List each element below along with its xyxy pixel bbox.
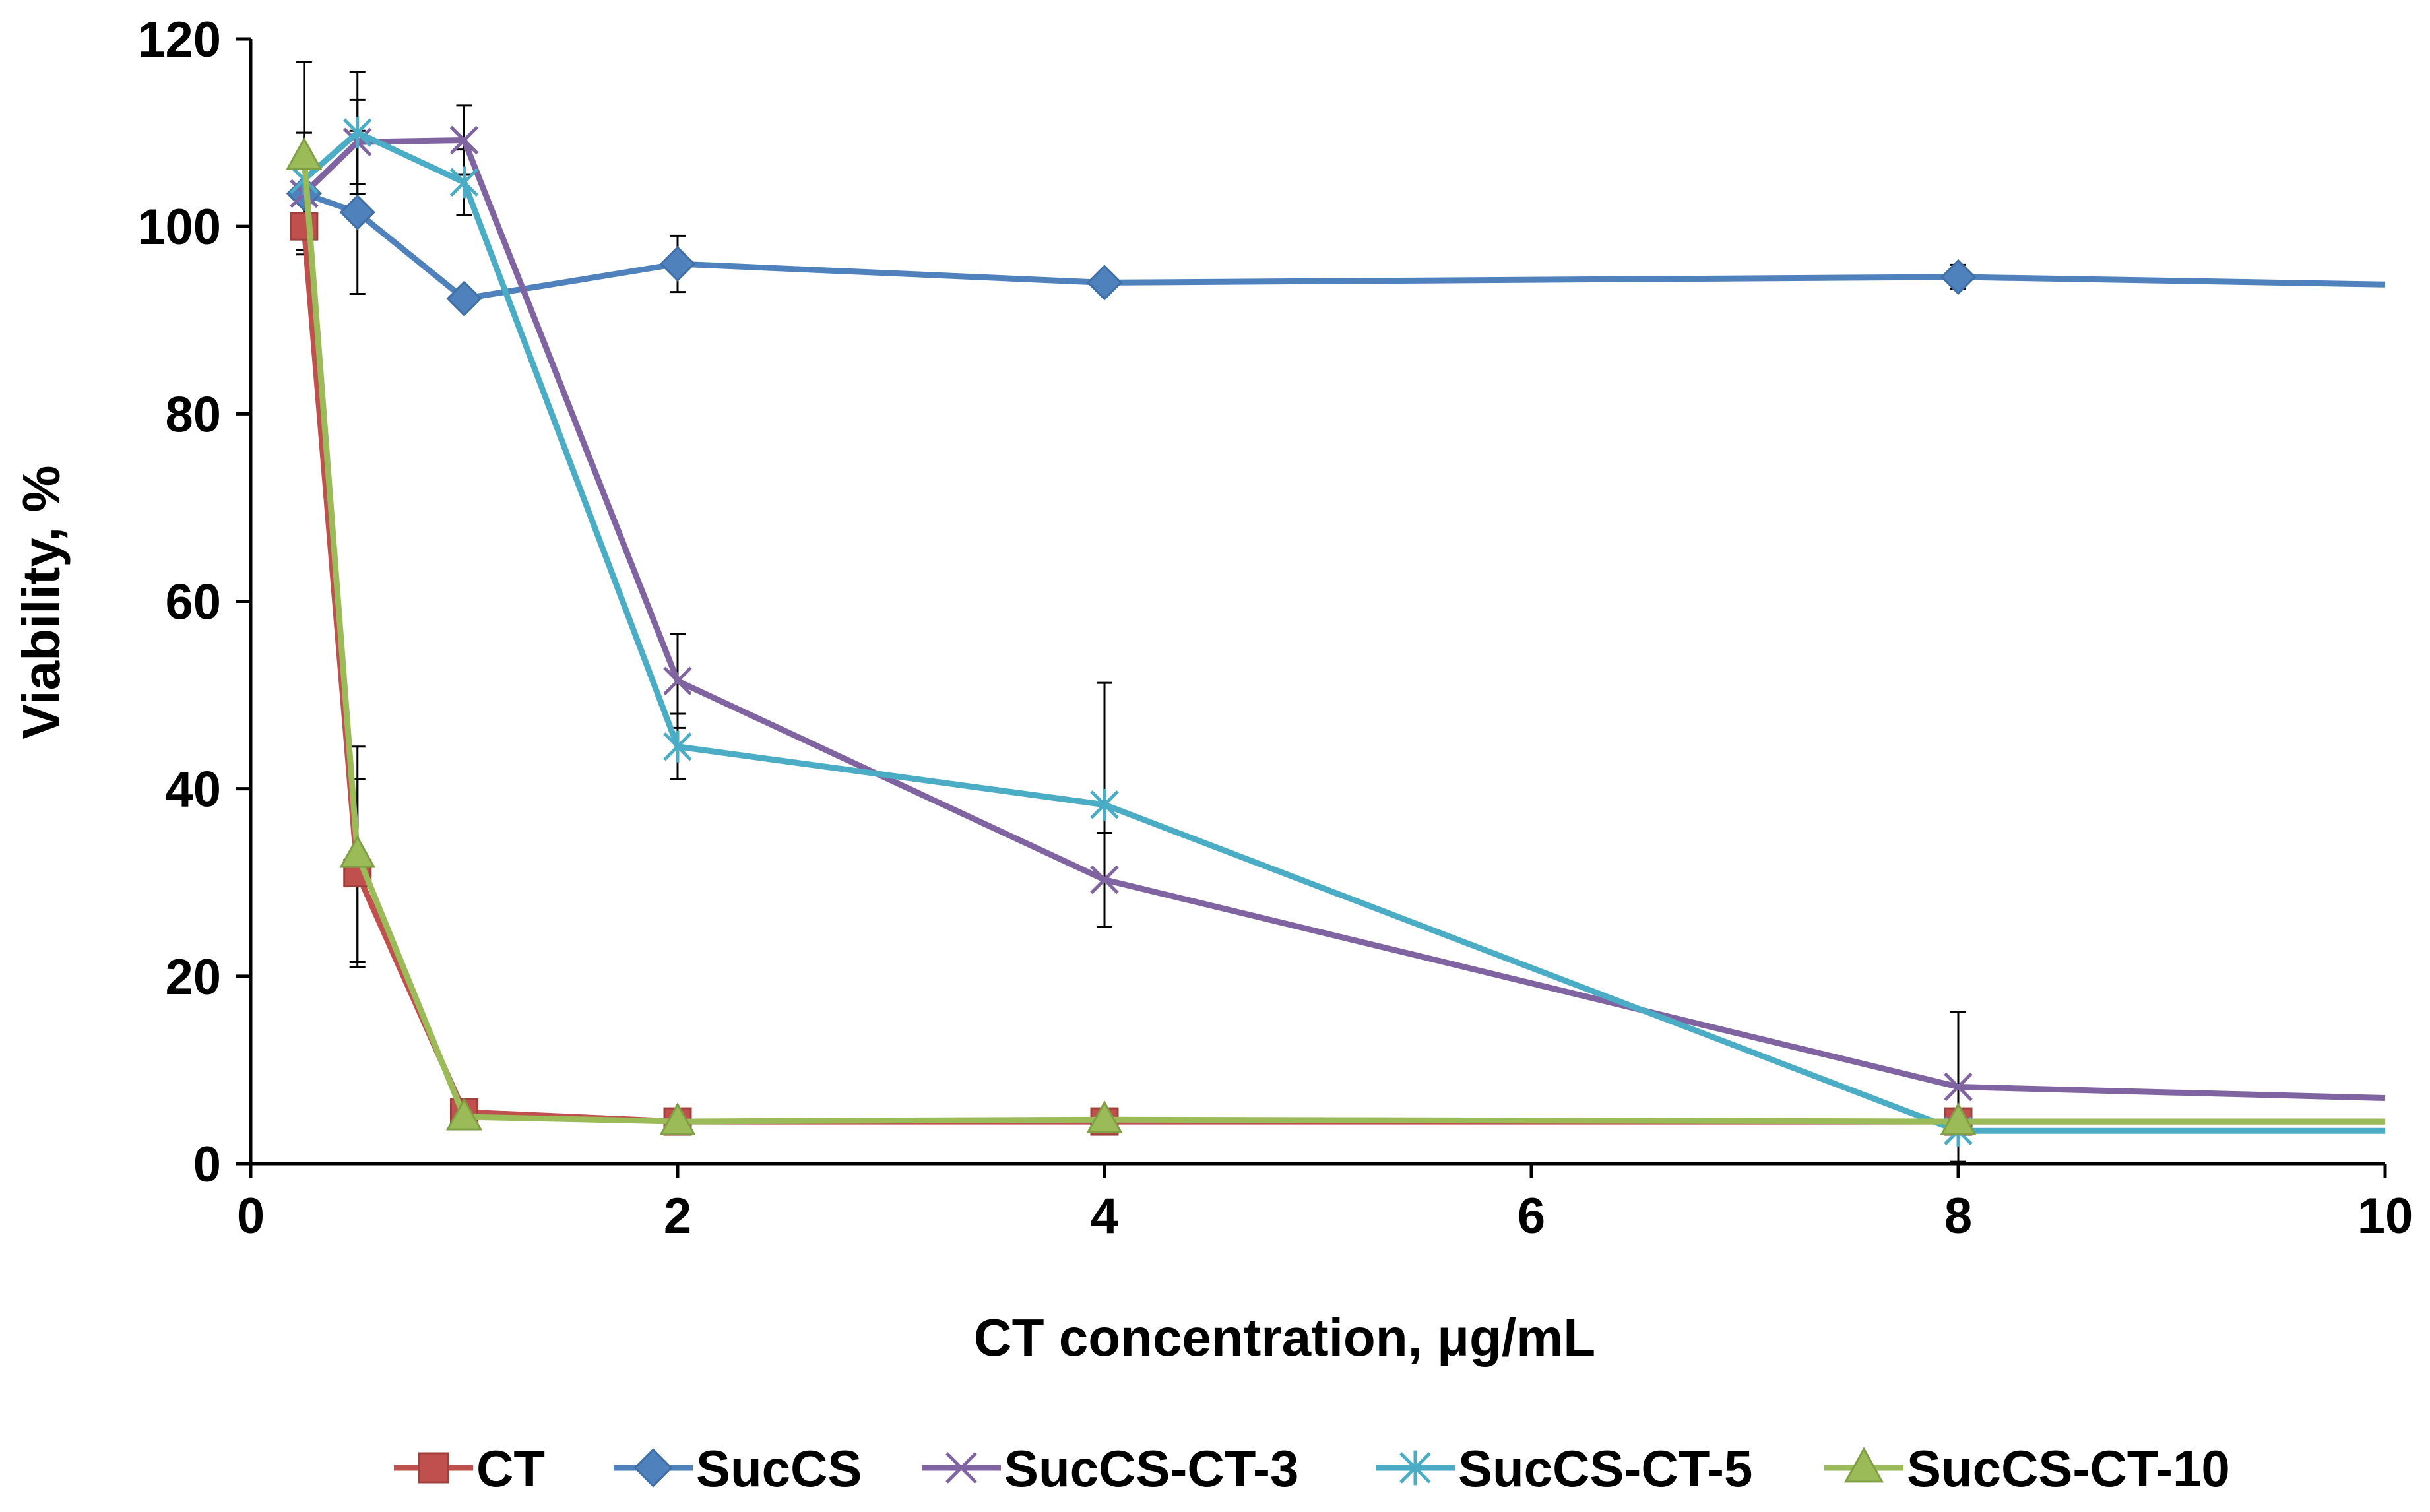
data-point-succs-ct-5 (663, 730, 692, 763)
legend-label: SucCS-CT-5 (1458, 1439, 1752, 1497)
legend-label: SucCS-CT-3 (1004, 1439, 1298, 1497)
series-succs (286, 175, 2386, 317)
y-axis-title: Viability, % (12, 466, 71, 740)
legend-swatch-marker (1843, 1447, 1884, 1483)
legend-swatch-marker (418, 1452, 449, 1484)
data-point-succs (659, 245, 696, 282)
x-tick-label: 6 (1518, 1188, 1545, 1244)
series-succs-ct-10 (286, 137, 2385, 1135)
data-point-succs-ct-3 (1944, 1072, 1973, 1102)
x-tick-label: 10 (2357, 1188, 2414, 1244)
y-tick-label: 0 (193, 1137, 221, 1193)
y-tick-label: 20 (165, 949, 221, 1005)
y-tick-label: 60 (165, 575, 221, 631)
legend-label: SucCS-CT-10 (1907, 1439, 2230, 1497)
x-tick-label: 4 (1091, 1188, 1118, 1244)
data-point-succs-ct-10 (1940, 1102, 1977, 1135)
legend-item-succs-ct-5: SucCS-CT-5 (1376, 1439, 1752, 1497)
legend-swatch-marker (1399, 1450, 1431, 1486)
legend: CT SucCS SucCS-CT-3 SucCS-CT-5 SucCS-CT-10 (394, 1439, 2230, 1497)
series-line-ct (301, 226, 2385, 1125)
data-point-succs (446, 280, 482, 317)
series-succs-ct-5 (290, 117, 2385, 1147)
legend-item-succs-ct-3: SucCS-CT-3 (922, 1439, 1298, 1497)
series-line-succs (303, 191, 2386, 302)
data-point-succs-ct-10 (1086, 1100, 1123, 1133)
x-tick-label: 0 (237, 1188, 265, 1244)
legend-swatch-marker (945, 1452, 977, 1484)
y-tick-label: 40 (165, 762, 221, 818)
plot-area (286, 61, 2386, 1163)
legend-item-succs-ct-10: SucCS-CT-10 (1824, 1439, 2230, 1497)
x-axis-title: CT concentration, μg/mL (974, 1308, 1595, 1367)
y-tick-label: 100 (137, 199, 221, 255)
data-point-succs-ct-5 (449, 166, 479, 199)
legend-label: CT (476, 1439, 545, 1497)
legend-item-ct: CT (394, 1439, 545, 1497)
y-tick-label: 80 (165, 387, 221, 443)
data-point-succs (339, 194, 375, 230)
series-ct (290, 212, 2385, 1136)
data-point-succs-ct-3 (663, 666, 692, 696)
y-tick-label: 120 (137, 12, 221, 68)
data-point-succs-ct-10 (445, 1097, 483, 1131)
data-point-succs (1940, 259, 1977, 296)
legend-item-succs: SucCS (614, 1439, 862, 1497)
data-point-succs-ct-10 (659, 1102, 696, 1135)
data-point-succs-ct-10 (339, 835, 376, 868)
data-point-succs (1086, 265, 1123, 301)
data-point-ct (290, 212, 319, 241)
data-point-succs-ct-3 (1090, 865, 1119, 895)
legend-label: SucCS (696, 1439, 862, 1497)
x-tick-label: 2 (664, 1188, 691, 1244)
data-point-succs-ct-10 (286, 137, 323, 170)
series-line-succs-ct-10 (301, 156, 2385, 1125)
x-tick-label: 8 (1944, 1188, 1972, 1244)
data-point-succs-ct-5 (342, 117, 372, 149)
legend-swatch-marker (633, 1448, 673, 1488)
data-point-succs-ct-5 (1090, 788, 1119, 821)
data-point-succs-ct-3 (449, 125, 479, 155)
